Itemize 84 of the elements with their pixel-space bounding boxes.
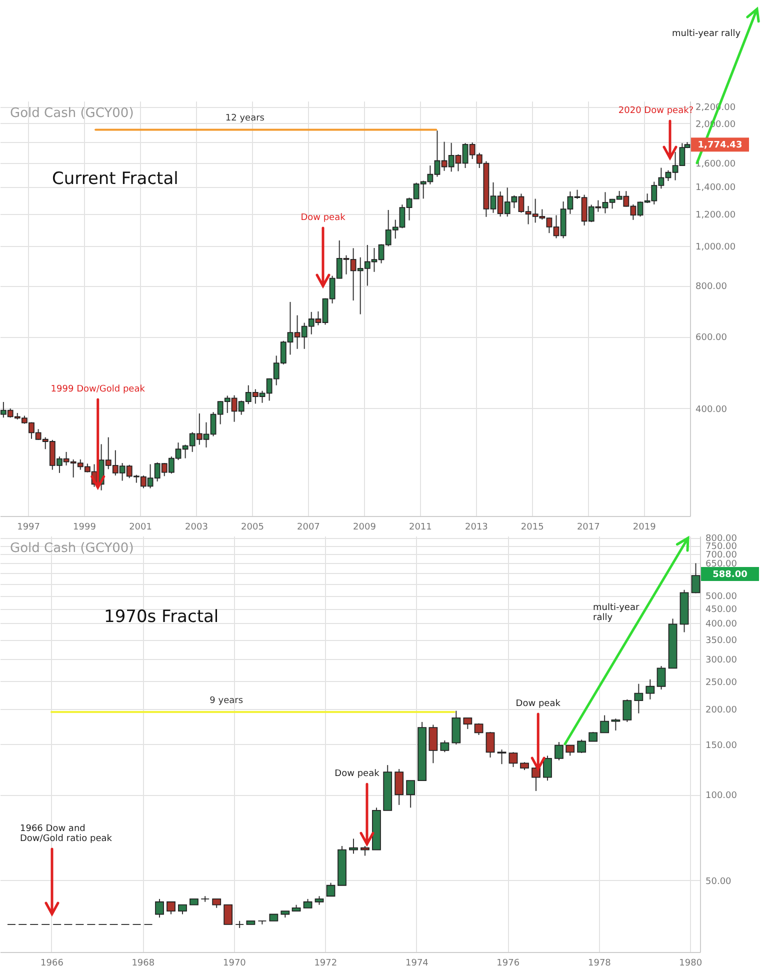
- candlestick: [543, 755, 552, 782]
- y-tick-label: 500.00: [706, 592, 738, 602]
- annotation: multi-year rally: [593, 603, 640, 623]
- candlestick: [588, 731, 598, 742]
- annotation: 9 years: [210, 696, 244, 706]
- y-tick-label: 1,000.00: [696, 242, 736, 253]
- candlestick: [349, 838, 358, 854]
- x-tick-label: 2013: [464, 522, 488, 532]
- candlestick: [178, 904, 187, 915]
- annotation: Dow peak: [334, 769, 380, 780]
- annotation: 1999 Dow/Gold peak: [50, 384, 146, 395]
- y-tick-label: 400.00: [706, 620, 738, 630]
- y-tick-label: 650.00: [706, 560, 738, 570]
- y-tick-label: 250.00: [706, 678, 738, 688]
- candlestick: [611, 718, 620, 731]
- candlestick: [394, 768, 404, 806]
- y-tick-label: 800.00: [696, 282, 728, 292]
- y-tick-label: 150.00: [706, 740, 738, 751]
- candlestick: [155, 898, 164, 918]
- candlestick: [428, 724, 438, 764]
- annotation: 1,774.43: [698, 140, 742, 151]
- chart-title: Gold Cash (GCY00): [10, 106, 134, 121]
- x-tick-label: 1972: [314, 958, 338, 968]
- y-tick-label: 1,600.00: [696, 159, 736, 170]
- x-tick-label: 2017: [576, 522, 600, 532]
- x-tick-label: 2015: [520, 522, 544, 532]
- candlestick: [166, 901, 176, 915]
- candlestick: [508, 752, 518, 768]
- x-tick-label: 1997: [17, 522, 40, 532]
- candlestick: [600, 714, 610, 734]
- candlestick: [440, 740, 450, 753]
- x-tick-label: 1980: [679, 958, 702, 968]
- chart-title: Gold Cash (GCY00): [10, 541, 134, 556]
- candlestick: [360, 845, 370, 856]
- candlestick: [634, 683, 644, 714]
- x-tick-label: 1999: [73, 522, 96, 532]
- annotation: Dow peak: [300, 213, 346, 223]
- x-tick-label: 2009: [353, 522, 376, 532]
- x-tick-label: 2019: [632, 522, 656, 532]
- annotation: Current Fractal: [52, 169, 178, 189]
- x-tick-label: 2007: [296, 522, 320, 532]
- annotation: 12 years: [225, 114, 265, 124]
- candlestick: [224, 904, 233, 925]
- x-tick-label: 2005: [241, 522, 264, 532]
- candlestick: [577, 739, 586, 754]
- x-tick-label: 1966: [40, 958, 64, 968]
- candlestick: [646, 678, 655, 700]
- annotation: Dow peak: [516, 699, 562, 710]
- annotation: 1966 Dow and Dow/Gold ratio peak: [20, 824, 113, 844]
- y-tick-label: 100.00: [706, 791, 738, 802]
- y-tick-label: 600.00: [696, 333, 728, 344]
- annotation: 1970s Fractal: [104, 607, 219, 627]
- candlestick: [691, 562, 700, 594]
- x-tick-label: 2011: [408, 522, 432, 532]
- annotation: 2020 Dow peak?: [618, 106, 694, 116]
- x-tick-label: 1976: [496, 958, 520, 968]
- y-tick-label: 300.00: [706, 655, 738, 666]
- y-tick-label: 50.00: [706, 876, 732, 887]
- y-tick-label: 450.00: [706, 605, 738, 616]
- y-tick-label: 700.00: [706, 550, 738, 561]
- candlestick: [656, 666, 666, 690]
- y-tick-label: 1,400.00: [696, 183, 736, 194]
- text: 588.00: [712, 570, 748, 580]
- x-tick-label: 1974: [406, 958, 429, 968]
- candlestick: [622, 698, 632, 722]
- x-tick-label: 2001: [129, 522, 152, 532]
- x-tick-label: 2003: [185, 522, 208, 532]
- y-tick-label: 750.00: [706, 542, 738, 552]
- candlestick: [566, 744, 575, 756]
- candlestick: [532, 766, 540, 792]
- x-tick-label: 1978: [588, 958, 612, 968]
- candlestick: [326, 882, 336, 897]
- x-tick-label: 1970: [223, 958, 246, 968]
- y-tick-label: 1,200.00: [696, 210, 736, 220]
- text: multi-year rally: [672, 29, 742, 39]
- y-tick-label: 350.00: [706, 636, 738, 646]
- candlestick: [497, 749, 506, 765]
- x-tick-label: 1968: [132, 958, 155, 968]
- y-tick-label: 200.00: [706, 705, 738, 716]
- candlestick: [486, 731, 495, 758]
- candlestick: [406, 780, 416, 808]
- candlestick: [463, 717, 472, 730]
- y-tick-label: 400.00: [696, 404, 728, 415]
- candlestick: [554, 742, 564, 761]
